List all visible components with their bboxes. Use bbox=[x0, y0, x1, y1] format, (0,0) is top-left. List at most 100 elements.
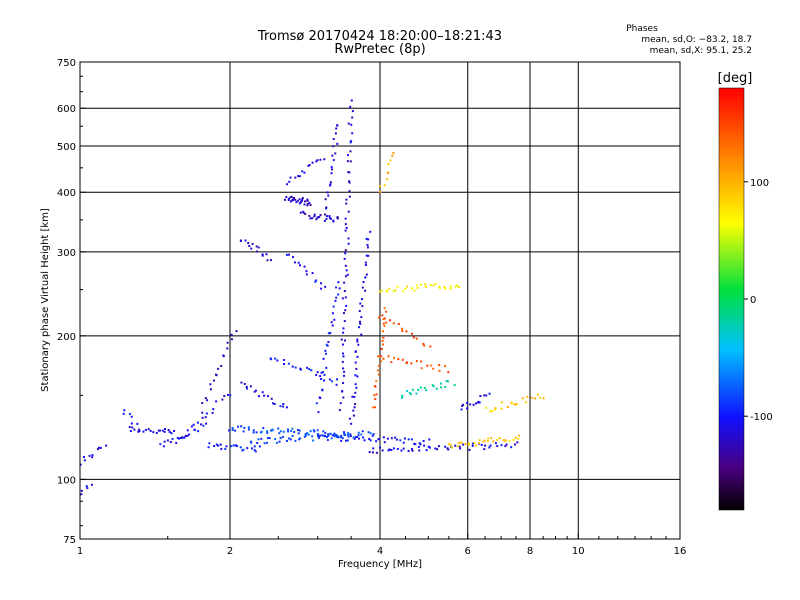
data-point bbox=[406, 285, 409, 288]
data-point bbox=[347, 122, 350, 125]
data-point bbox=[285, 183, 288, 186]
data-point bbox=[405, 330, 408, 333]
data-point bbox=[86, 487, 89, 490]
data-point bbox=[327, 341, 330, 344]
data-point bbox=[310, 369, 313, 372]
data-point bbox=[418, 449, 421, 452]
colorbar-tick-label: -100 bbox=[750, 412, 773, 423]
data-point bbox=[479, 395, 482, 398]
data-point bbox=[412, 336, 415, 339]
data-point bbox=[416, 287, 419, 290]
data-point bbox=[360, 316, 363, 319]
data-point bbox=[223, 394, 226, 397]
data-point bbox=[252, 431, 255, 434]
data-point bbox=[516, 441, 519, 444]
data-point bbox=[324, 435, 327, 438]
data-point bbox=[480, 443, 483, 446]
data-point bbox=[334, 433, 337, 436]
data-point bbox=[242, 448, 245, 451]
data-point bbox=[240, 425, 243, 428]
data-point bbox=[278, 432, 281, 435]
y-tick-label: 600 bbox=[57, 104, 76, 115]
data-point bbox=[360, 433, 363, 436]
data-point bbox=[327, 434, 330, 437]
data-point bbox=[291, 365, 294, 368]
data-point bbox=[91, 454, 94, 457]
data-point bbox=[344, 217, 347, 220]
data-point bbox=[504, 439, 507, 442]
data-point bbox=[355, 386, 358, 389]
data-point bbox=[438, 364, 441, 367]
data-point bbox=[483, 439, 486, 442]
data-point bbox=[288, 437, 291, 440]
x-tick-label: 6 bbox=[465, 546, 471, 557]
data-point bbox=[348, 171, 351, 174]
data-point bbox=[491, 409, 494, 412]
data-point bbox=[429, 345, 432, 348]
data-point bbox=[377, 438, 380, 441]
data-point bbox=[245, 387, 248, 390]
data-point bbox=[197, 430, 200, 433]
data-point bbox=[536, 393, 539, 396]
data-point bbox=[381, 330, 384, 333]
data-point bbox=[201, 411, 204, 414]
data-point bbox=[178, 437, 181, 440]
data-point bbox=[430, 364, 433, 367]
data-point bbox=[428, 438, 431, 441]
data-point bbox=[347, 210, 350, 213]
data-point bbox=[324, 285, 327, 288]
x-tick-label: 1 bbox=[77, 546, 83, 557]
data-point bbox=[440, 386, 443, 389]
data-point bbox=[348, 417, 351, 420]
data-point bbox=[315, 218, 318, 221]
data-point bbox=[133, 428, 136, 431]
data-point bbox=[340, 338, 343, 341]
data-point bbox=[287, 430, 290, 433]
chart-title: Tromsø 20170424 18:20:00–18:21:43 bbox=[257, 29, 502, 44]
data-point bbox=[393, 356, 396, 359]
data-point bbox=[321, 388, 324, 391]
data-point bbox=[297, 175, 300, 178]
data-point bbox=[348, 190, 351, 193]
data-point bbox=[155, 431, 158, 434]
data-point bbox=[90, 483, 93, 486]
data-point bbox=[489, 444, 492, 447]
data-point bbox=[200, 423, 203, 426]
data-point bbox=[377, 373, 380, 376]
data-point bbox=[301, 170, 304, 173]
data-point bbox=[136, 422, 139, 425]
data-point bbox=[211, 411, 214, 414]
data-point bbox=[336, 217, 339, 220]
data-point bbox=[276, 359, 279, 362]
data-point bbox=[193, 428, 196, 431]
data-point bbox=[342, 396, 345, 399]
data-point bbox=[415, 392, 418, 395]
data-point bbox=[83, 456, 86, 459]
data-point bbox=[385, 289, 388, 292]
data-point bbox=[387, 163, 390, 166]
data-point bbox=[308, 164, 311, 167]
data-point bbox=[383, 307, 386, 310]
data-point bbox=[289, 200, 292, 203]
data-point bbox=[379, 190, 382, 193]
data-point bbox=[492, 440, 495, 443]
colorbar-label: [deg] bbox=[718, 71, 753, 86]
data-point bbox=[244, 239, 247, 242]
data-point bbox=[330, 321, 333, 324]
data-point bbox=[397, 358, 400, 361]
data-point bbox=[171, 437, 174, 440]
data-point bbox=[306, 199, 309, 202]
data-point bbox=[319, 158, 322, 161]
data-point bbox=[331, 324, 334, 327]
data-point bbox=[249, 385, 252, 388]
data-point bbox=[380, 355, 383, 358]
data-point bbox=[233, 429, 236, 432]
data-point bbox=[473, 441, 476, 444]
data-point bbox=[539, 396, 542, 399]
colorbar bbox=[718, 87, 745, 511]
data-point bbox=[365, 273, 368, 276]
data-point bbox=[308, 214, 311, 217]
data-point bbox=[483, 448, 486, 451]
data-point bbox=[293, 261, 296, 264]
